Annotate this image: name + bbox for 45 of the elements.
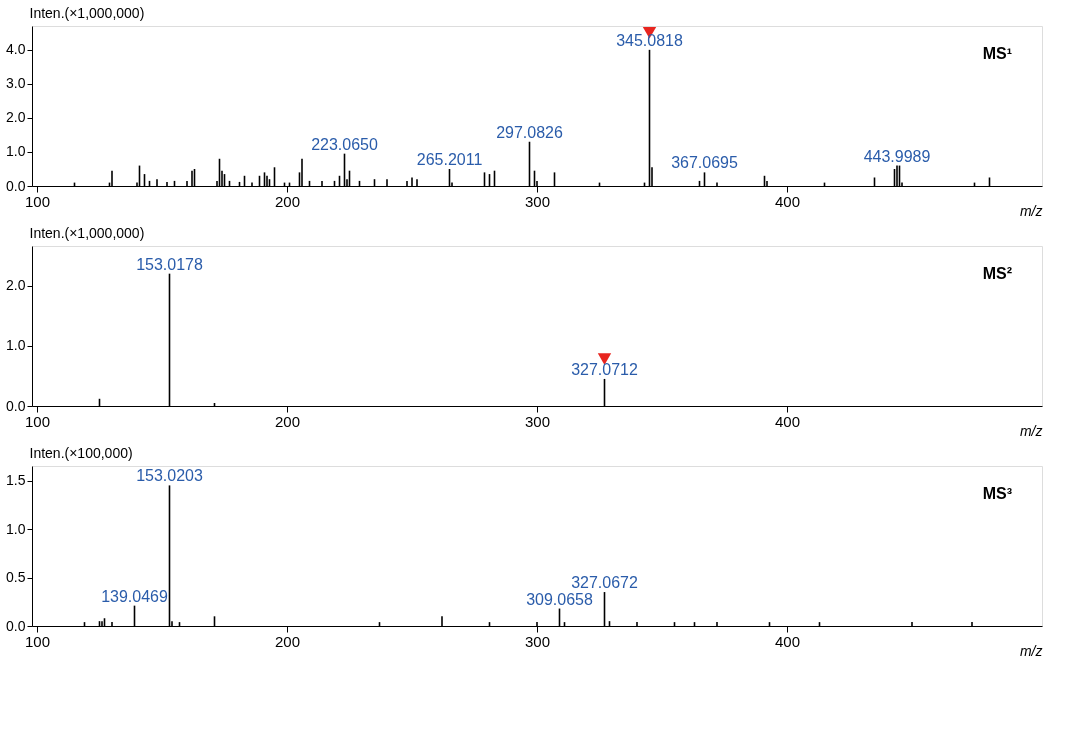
annotation: 265.2011 xyxy=(416,150,483,168)
y-tick-label: 1.0 xyxy=(6,520,26,537)
y-tick-label: 1.0 xyxy=(6,337,26,354)
x-tick-label: 100 xyxy=(24,192,51,210)
x-axis-title: m/z xyxy=(1019,202,1043,219)
x-tick-label: 200 xyxy=(274,412,301,430)
annotation: MS³ xyxy=(982,485,1012,502)
y-tick-label: 0.0 xyxy=(6,397,26,414)
x-axis-title: m/z xyxy=(1019,422,1043,439)
annotation: 327.0712 xyxy=(571,360,638,378)
annotation: 443.9989 xyxy=(863,147,931,165)
x-tick-label: 300 xyxy=(524,632,551,650)
annotation: 345.0818 xyxy=(616,31,683,49)
x-tick-label: 400 xyxy=(774,192,801,210)
y-tick-label: 3.0 xyxy=(6,75,26,92)
x-tick-label: 300 xyxy=(524,412,551,430)
annotation: 309.0658 xyxy=(526,590,593,608)
x-tick-label: 100 xyxy=(24,412,51,430)
y-tick-label: 2.0 xyxy=(6,277,26,294)
annotation: MS¹ xyxy=(982,45,1012,62)
x-tick-label: 200 xyxy=(274,632,301,650)
y-tick-label: 1.0 xyxy=(6,143,26,160)
y-tick-label: 0.0 xyxy=(6,177,26,194)
annotation: MS² xyxy=(982,265,1012,282)
x-axis-title: m/z xyxy=(1019,642,1043,659)
y-tick-label: 0.0 xyxy=(6,617,26,634)
y-tick-label: 2.0 xyxy=(6,109,26,126)
annotation: 367.0695 xyxy=(671,154,738,172)
x-tick-label: 400 xyxy=(774,632,801,650)
y-axis-title: Inten.(×100,000) xyxy=(29,444,133,461)
y-tick-label: 1.5 xyxy=(6,472,26,489)
x-tick-label: 400 xyxy=(774,412,801,430)
y-tick-label: 0.5 xyxy=(6,569,26,586)
y-tick-label: 4.0 xyxy=(6,41,26,58)
x-tick-label: 200 xyxy=(274,192,301,210)
annotation: 327.0672 xyxy=(571,574,638,592)
annotation: 223.0650 xyxy=(311,135,378,153)
y-axis-title: Inten.(×1,000,000) xyxy=(29,224,145,241)
x-tick-label: 300 xyxy=(524,192,551,210)
annotation: 153.0203 xyxy=(136,467,203,485)
annotation: 297.0826 xyxy=(496,123,563,141)
annotation: 139.0469 xyxy=(101,587,168,605)
y-axis-title: Inten.(×1,000,000) xyxy=(29,4,145,21)
annotation: 153.0178 xyxy=(136,255,203,273)
x-tick-label: 100 xyxy=(24,632,51,650)
